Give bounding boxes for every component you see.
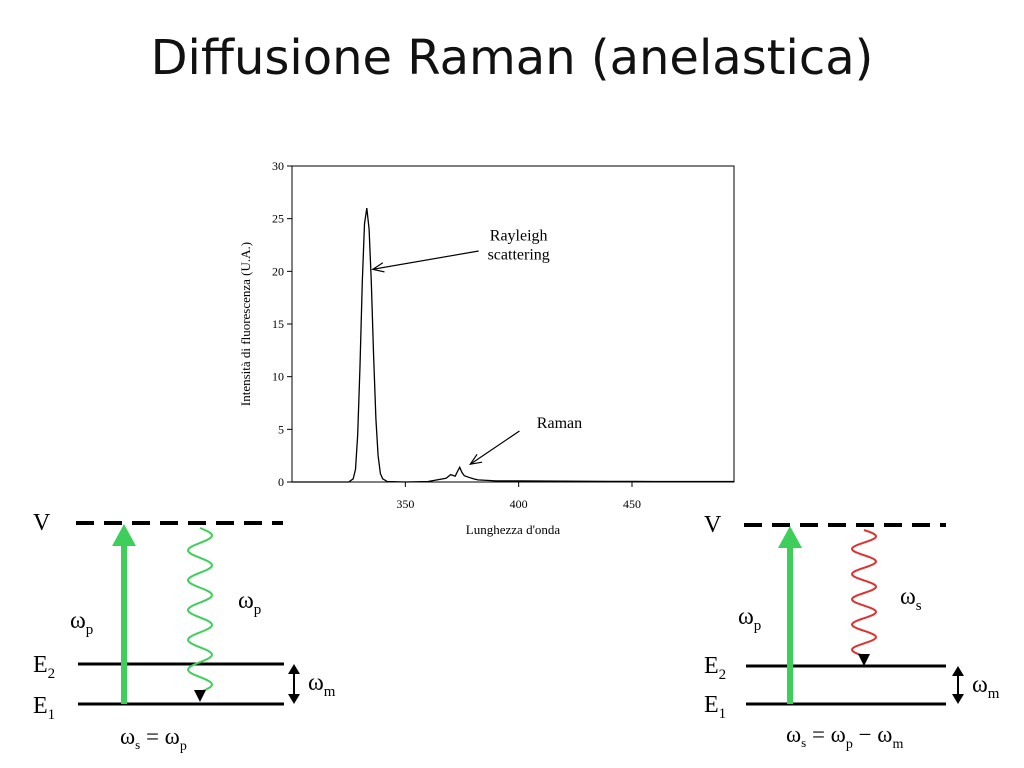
- y-tick-label: 0: [278, 475, 284, 489]
- y-tick-label: 25: [272, 212, 284, 226]
- scattered-arrow-head: [194, 690, 206, 702]
- scattered-frequency-label: ωs: [900, 584, 922, 614]
- y-tick-label: 10: [272, 370, 284, 384]
- annotation-text: Raman: [537, 415, 582, 432]
- spectrum-chart: 350 400 450 0 5 10 15 20 25 30 Rayleigh scattering…: [238, 159, 735, 537]
- chart-ticks: 350 400 450 0 5 10 15 20 25 30: [272, 159, 641, 511]
- frequency-relation: ωs = ωp: [120, 724, 187, 754]
- e1-label: E1: [33, 693, 55, 723]
- vibration-frequency-label: ωm: [308, 670, 336, 700]
- spectrum-line: [292, 208, 734, 483]
- x-tick-label: 450: [623, 497, 641, 511]
- annotation-text: Rayleigh: [490, 228, 548, 245]
- scattered-photon-wave: [186, 527, 214, 693]
- e2-label: E2: [33, 652, 55, 682]
- pump-arrow-head: [112, 524, 136, 546]
- virtual-level-label: V: [33, 510, 51, 536]
- vibration-frequency-label: ωm: [972, 672, 1000, 702]
- virtual-level-label: V: [704, 512, 722, 538]
- scattered-photon-wave: [850, 529, 878, 657]
- y-tick-label: 5: [278, 422, 284, 436]
- x-axis-label: Lunghezza d'onda: [466, 522, 561, 537]
- chart-annotations: Rayleigh scattering Raman: [371, 228, 582, 466]
- vibration-gap-arrow-up: [288, 664, 300, 674]
- pump-frequency-label: ωp: [738, 604, 761, 634]
- annotation-arrow: [469, 430, 520, 465]
- y-tick-label: 20: [272, 264, 284, 278]
- annotation-text: scattering: [488, 247, 550, 264]
- pump-frequency-label: ωp: [70, 608, 93, 638]
- y-tick-label: 15: [272, 317, 284, 331]
- e1-label: E1: [704, 692, 726, 722]
- rayleigh-energy-diagram: V E2 E1 ωp ωp ωm ωs = ωp: [33, 510, 336, 754]
- vibration-gap-arrow-down: [952, 694, 964, 704]
- x-tick-label: 350: [396, 497, 414, 511]
- pump-arrow-head: [778, 526, 802, 548]
- y-axis-label: Intensità di fluorescenza (U.A.): [238, 242, 253, 406]
- annotation-arrow-head: [371, 262, 385, 273]
- annotation-arrow-head: [468, 453, 483, 466]
- frequency-relation: ωs = ωp − ωm: [786, 722, 903, 752]
- vibration-gap-arrow-up: [952, 666, 964, 676]
- e2-label: E2: [704, 653, 726, 683]
- x-tick-label: 400: [510, 497, 528, 511]
- scattered-frequency-label: ωp: [238, 588, 261, 618]
- scattered-arrow-head: [858, 654, 870, 666]
- slide-title: Diffusione Raman (anelastica): [150, 30, 874, 86]
- annotation-arrow: [372, 250, 479, 270]
- y-tick-label: 30: [272, 159, 284, 173]
- raman-energy-diagram: V E2 E1 ωp ωs ωm ωs = ωp − ωm: [704, 512, 1000, 752]
- vibration-gap-arrow-down: [288, 694, 300, 704]
